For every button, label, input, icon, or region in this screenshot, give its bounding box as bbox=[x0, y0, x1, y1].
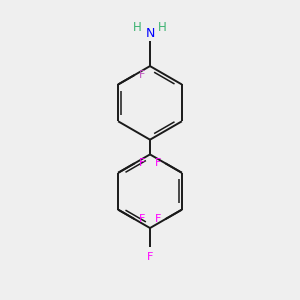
Text: F: F bbox=[155, 214, 161, 224]
Text: F: F bbox=[139, 158, 145, 168]
Text: F: F bbox=[147, 252, 153, 262]
Text: F: F bbox=[155, 158, 161, 168]
Text: F: F bbox=[139, 214, 145, 224]
Text: H: H bbox=[133, 21, 142, 34]
Text: F: F bbox=[139, 70, 145, 80]
Text: N: N bbox=[145, 27, 155, 40]
Text: H: H bbox=[158, 21, 167, 34]
